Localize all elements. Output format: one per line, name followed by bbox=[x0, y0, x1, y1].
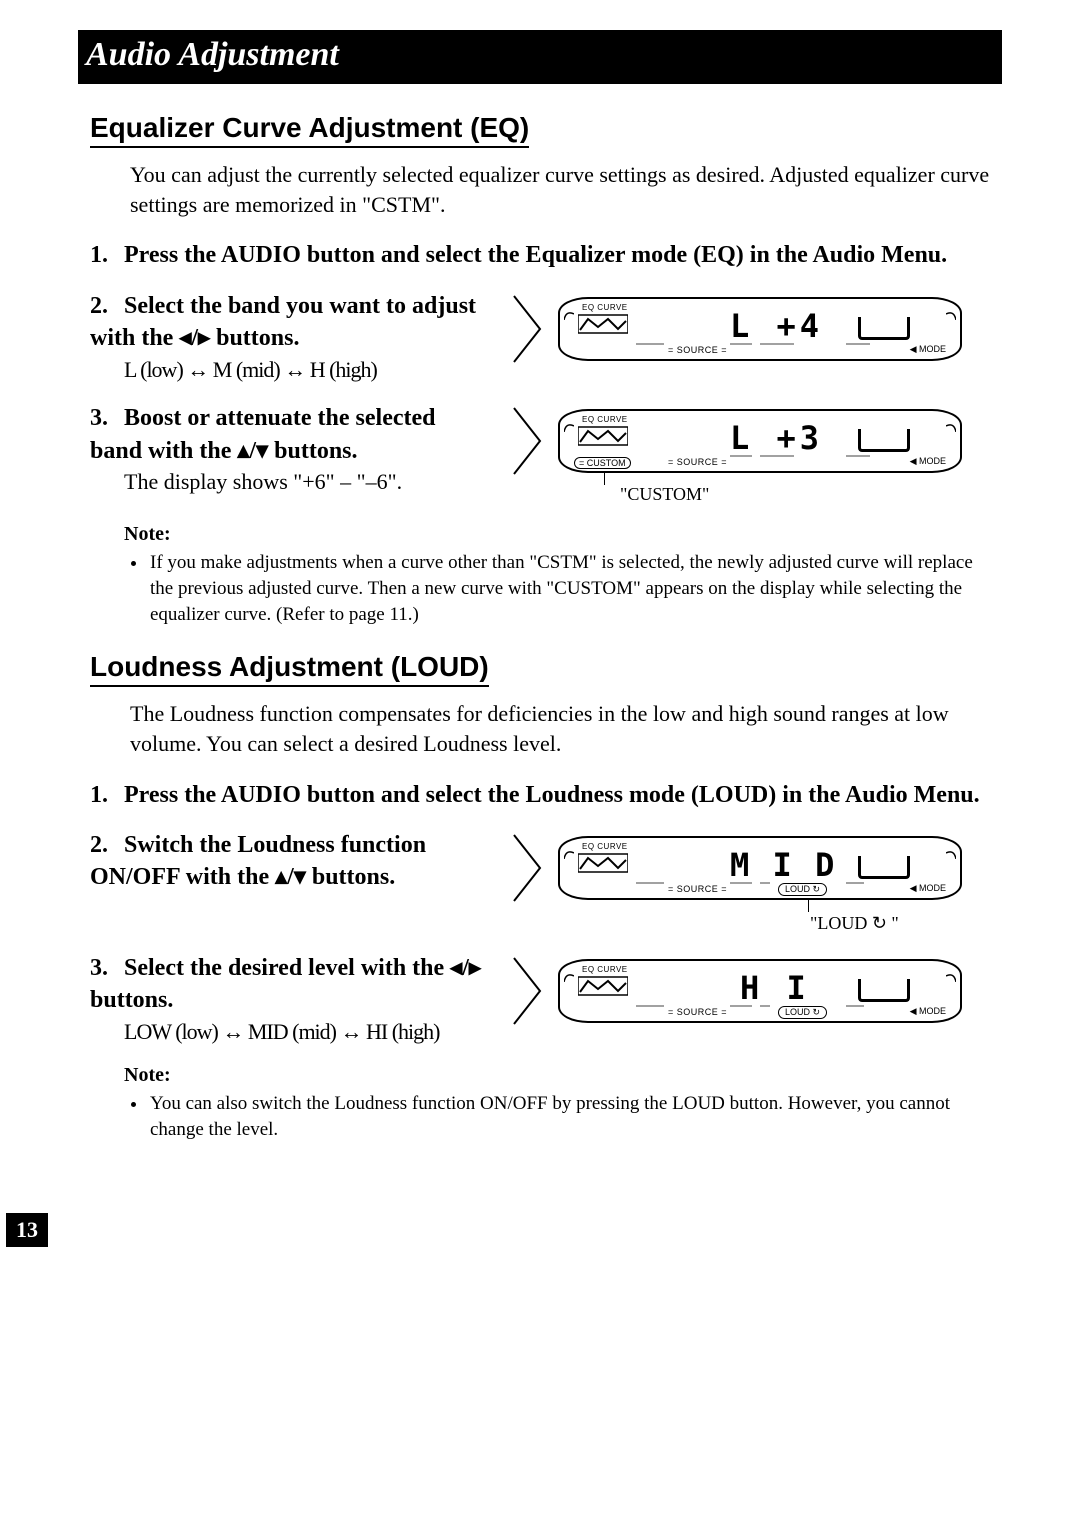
loud-bubble: LOUD ↻ bbox=[778, 883, 827, 896]
pointer-icon bbox=[510, 952, 546, 1030]
eq-step3-text: Boost or attenuate the selected band wit… bbox=[90, 405, 435, 463]
loud-step1: 1.Press the AUDIO button and select the … bbox=[90, 779, 990, 811]
knob-icon bbox=[946, 419, 956, 429]
eq-section: Equalizer Curve Adjustment (EQ) You can … bbox=[90, 112, 990, 627]
mode-label: ◀ MODE bbox=[910, 344, 946, 355]
step-number: 1. bbox=[90, 779, 124, 811]
loud-section: Loudness Adjustment (LOUD) The Loudness … bbox=[90, 651, 990, 1143]
step-number: 3. bbox=[90, 952, 124, 984]
knob-icon bbox=[946, 969, 956, 979]
loud-intro: The Loudness function compensates for de… bbox=[130, 699, 990, 758]
loud-note-list: You can also switch the Loudness functio… bbox=[148, 1091, 990, 1142]
display-panel-2: EQ CURVE = CUSTOM L +3 = SOURCE = ◀ MO bbox=[490, 402, 990, 505]
eq-step1-text: Press the AUDIO button and select the Eq… bbox=[124, 242, 947, 268]
source-label: = SOURCE = bbox=[668, 345, 727, 355]
eq-graphic-icon bbox=[578, 305, 628, 335]
loud-step3: 3.Select the desired level with the ◂/▸ … bbox=[90, 952, 990, 1046]
pointer-icon bbox=[510, 402, 546, 480]
source-label: = SOURCE = bbox=[668, 884, 727, 894]
banner-title: Audio Adjustment bbox=[78, 30, 1002, 84]
source-label: = SOURCE = bbox=[668, 457, 727, 467]
loud-step3-sub: LOW (low) ↔ MID (mid) ↔ HI (high) bbox=[124, 1017, 490, 1047]
display-panel-4: EQ CURVE H I = SOURCE = LOUD ↻ bbox=[490, 952, 990, 1030]
page: Audio Adjustment Equalizer Curve Adjustm… bbox=[0, 0, 1080, 1287]
custom-callout: "CUSTOM" bbox=[620, 484, 990, 505]
eq-note-item: If you make adjustments when a curve oth… bbox=[148, 550, 990, 627]
loud-callout: "LOUD ↻ " bbox=[810, 913, 990, 934]
display-bracket bbox=[858, 856, 910, 879]
pointer-icon bbox=[510, 290, 546, 368]
pointer-icon bbox=[510, 829, 546, 907]
display-panel-1: EQ CURVE L +4 = SOURCE = ◀ MODE bbox=[490, 290, 990, 368]
page-number: 13 bbox=[6, 1213, 48, 1247]
loud-step1-text: Press the AUDIO button and select the Lo… bbox=[124, 782, 980, 808]
device-display: EQ CURVE M I D = SOURCE = LOUD ↻ bbox=[558, 836, 962, 900]
knob-icon bbox=[564, 969, 574, 979]
eq-graphic-icon bbox=[578, 967, 628, 997]
display-bracket bbox=[858, 979, 910, 1002]
step-number: 3. bbox=[90, 402, 124, 434]
eq-step3: 3.Boost or attenuate the selected band w… bbox=[90, 402, 990, 505]
loud-note-item: You can also switch the Loudness functio… bbox=[148, 1091, 990, 1142]
device-display: EQ CURVE L +4 = SOURCE = ◀ MODE bbox=[558, 297, 962, 361]
loud-step2: 2.Switch the Loudness function ON/OFF wi… bbox=[90, 829, 990, 934]
loud-heading: Loudness Adjustment (LOUD) bbox=[90, 651, 489, 687]
display-value: L +4 bbox=[730, 307, 823, 345]
page-number-wrap: 13 bbox=[90, 1213, 990, 1247]
eq-note-label: Note: bbox=[124, 523, 990, 546]
step-number: 1. bbox=[90, 239, 124, 271]
display-value: H I bbox=[740, 969, 810, 1007]
mode-label: ◀ MODE bbox=[910, 1006, 946, 1017]
eq-step2-text: Select the band you want to adjust with … bbox=[90, 293, 476, 351]
loud-bubble: LOUD ↻ bbox=[778, 1006, 827, 1019]
eq-graphic-icon bbox=[578, 417, 628, 447]
eq-step3-sub: The display shows "+6" – "–6". bbox=[124, 467, 490, 497]
source-label: = SOURCE = bbox=[668, 1007, 727, 1017]
knob-icon bbox=[564, 846, 574, 856]
display-bracket bbox=[858, 429, 910, 452]
eq-note-list: If you make adjustments when a curve oth… bbox=[148, 550, 990, 627]
eq-step1: 1.Press the AUDIO button and select the … bbox=[90, 239, 990, 271]
knob-icon bbox=[564, 419, 574, 429]
eq-intro: You can adjust the currently selected eq… bbox=[130, 160, 990, 219]
loud-step3-text: Select the desired level with the ◂/▸ bu… bbox=[90, 955, 481, 1013]
loud-note-label: Note: bbox=[124, 1064, 990, 1087]
loud-step2-text: Switch the Loudness function ON/OFF with… bbox=[90, 832, 426, 890]
knob-icon bbox=[946, 307, 956, 317]
custom-bubble: = CUSTOM bbox=[574, 457, 631, 469]
device-display: EQ CURVE = CUSTOM L +3 = SOURCE = ◀ MO bbox=[558, 409, 962, 473]
display-value: M I D bbox=[730, 846, 836, 884]
display-value: L +3 bbox=[730, 419, 823, 457]
eq-heading: Equalizer Curve Adjustment (EQ) bbox=[90, 112, 529, 148]
step-number: 2. bbox=[90, 290, 124, 322]
eq-step2: 2.Select the band you want to adjust wit… bbox=[90, 290, 990, 384]
device-display: EQ CURVE H I = SOURCE = LOUD ↻ bbox=[558, 959, 962, 1023]
eq-step2-sub: L (low) ↔ M (mid) ↔ H (high) bbox=[124, 355, 490, 385]
eq-graphic-icon bbox=[578, 844, 628, 874]
display-bracket bbox=[858, 317, 910, 340]
mode-label: ◀ MODE bbox=[910, 883, 946, 894]
display-panel-3: EQ CURVE M I D = SOURCE = LOUD ↻ bbox=[490, 829, 990, 934]
knob-icon bbox=[946, 846, 956, 856]
knob-icon bbox=[564, 307, 574, 317]
mode-label: ◀ MODE bbox=[910, 456, 946, 467]
step-number: 2. bbox=[90, 829, 124, 861]
